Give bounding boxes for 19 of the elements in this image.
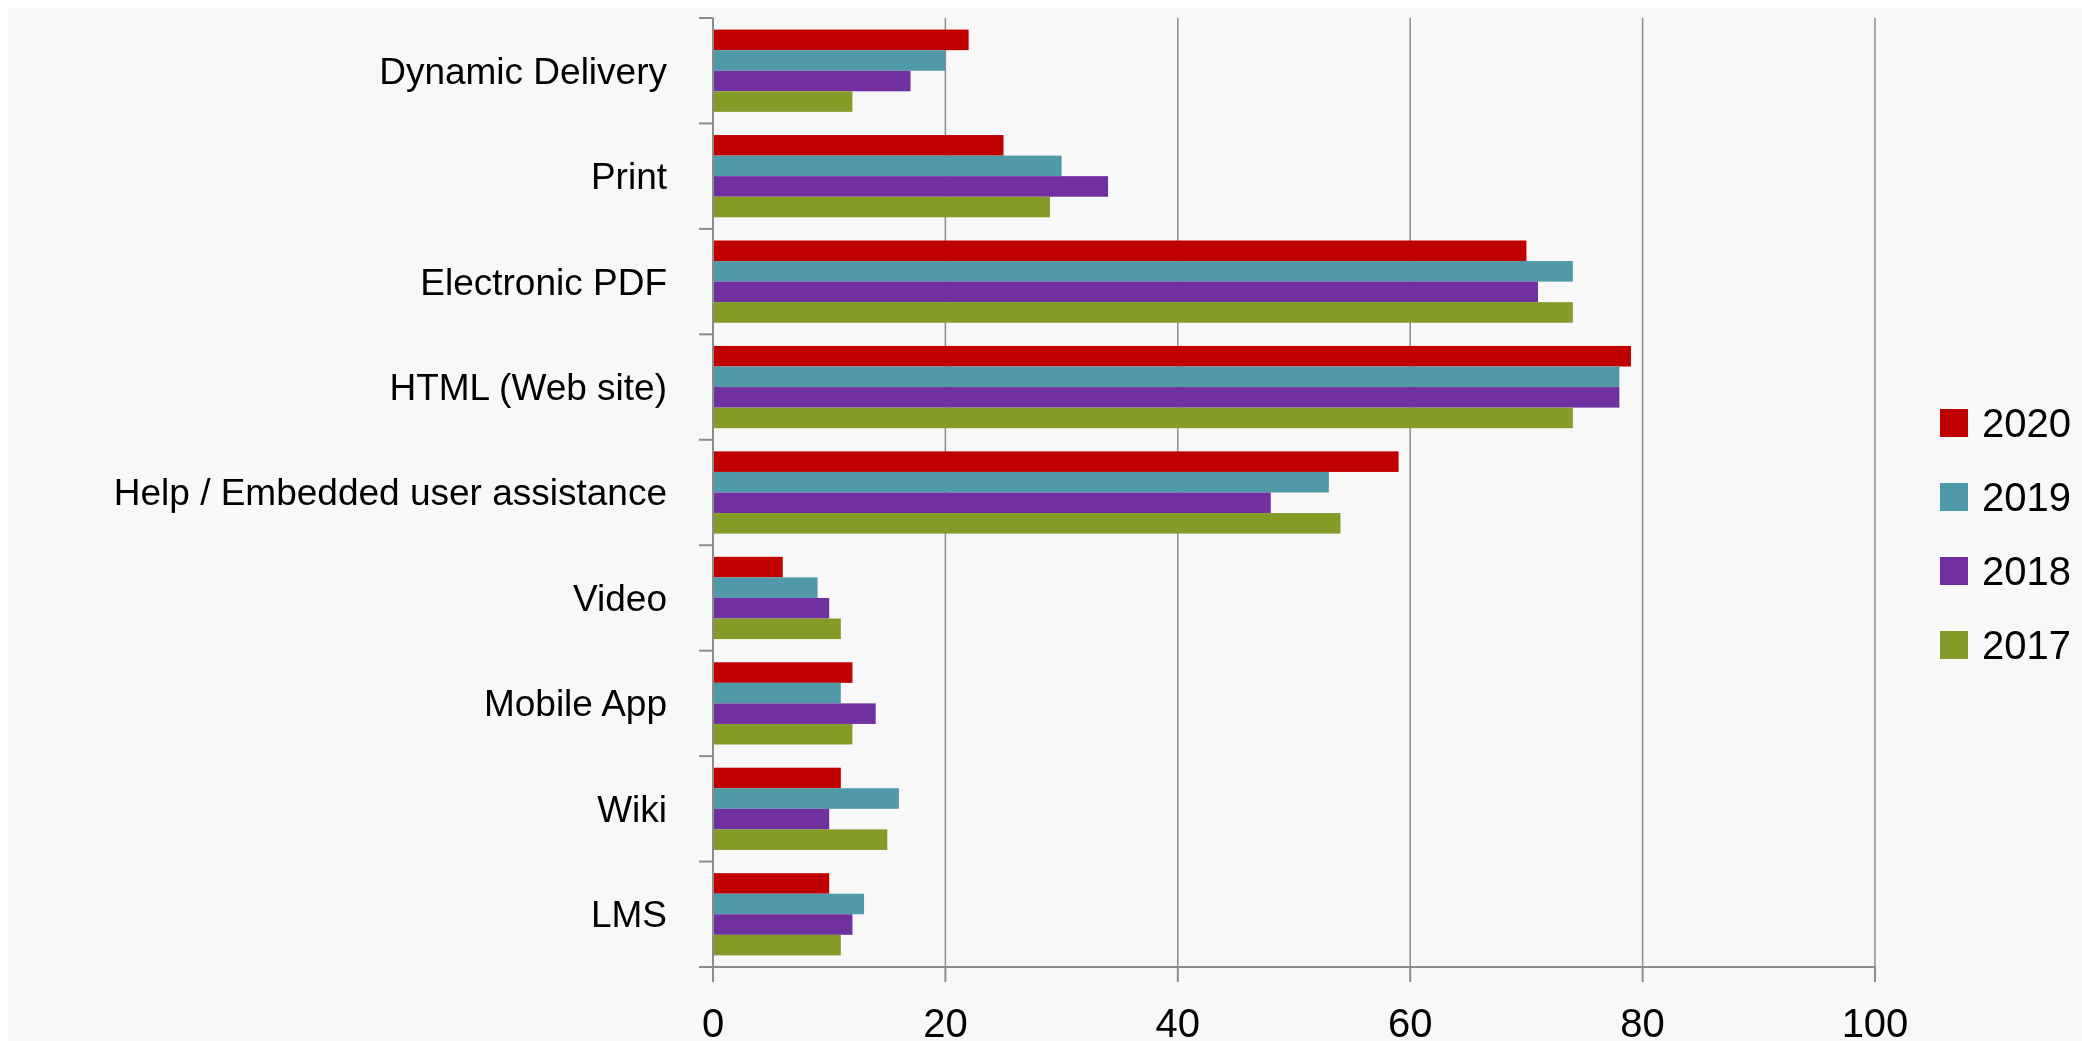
x-tick-label: 40: [1155, 1001, 1201, 1041]
x-tick-label: 0: [701, 1001, 725, 1041]
y-tick-label: Mobile App: [483, 683, 667, 725]
x-tick-label: 20: [923, 1001, 968, 1041]
y-tick-label: Dynamic Delivery: [379, 50, 668, 92]
x-tick-label: 80: [1620, 1001, 1665, 1041]
legend-label: 2020: [1982, 401, 2071, 445]
legend-label: 2017: [1982, 623, 2071, 667]
x-tick-label: 60: [1387, 1001, 1433, 1041]
y-tick-label: Electronic PDF: [420, 261, 667, 303]
y-tick-label: Help / Embedded user assistance: [113, 472, 667, 514]
y-tick-label: Wiki: [597, 788, 667, 830]
y-tick-label: LMS: [590, 894, 667, 936]
y-tick-label: Video: [573, 577, 667, 619]
y-tick-label: Print: [590, 156, 668, 198]
legend-label: 2019: [1982, 475, 2071, 519]
legend-label: 2018: [1982, 549, 2071, 593]
x-tick-label: 100: [1841, 1001, 1909, 1041]
y-tick-label: HTML (Web site): [389, 367, 667, 409]
